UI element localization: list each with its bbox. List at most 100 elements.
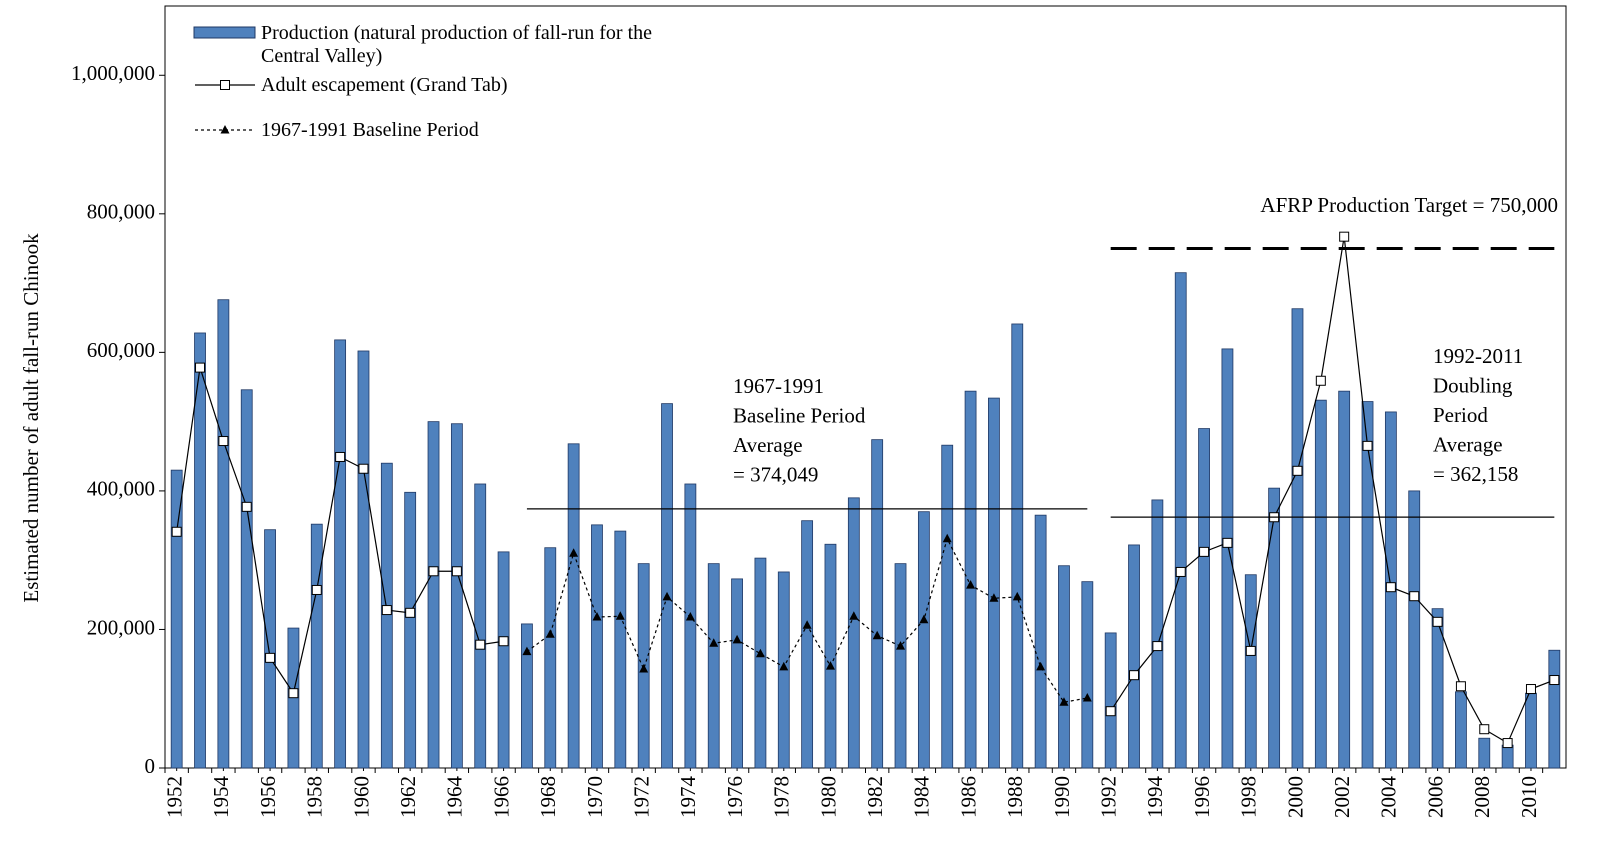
bar: [894, 563, 907, 769]
marker: [1245, 645, 1256, 656]
x-tick-label: 1952: [162, 776, 186, 818]
marker: [218, 436, 229, 447]
marker: [241, 501, 252, 512]
marker: [335, 451, 346, 462]
x-tick-label: 1996: [1190, 776, 1214, 818]
marker: [381, 605, 392, 616]
x-tick-label: 2000: [1283, 776, 1307, 818]
legend-swatch: [195, 80, 255, 90]
marker: [802, 620, 812, 629]
marker: [171, 526, 182, 537]
marker: [265, 652, 276, 663]
bar: [684, 483, 697, 769]
legend-item: Production (natural production of fall-r…: [193, 22, 691, 68]
x-tick-label: 1972: [629, 776, 653, 818]
x-tick-label: 1954: [209, 776, 233, 819]
bar: [1244, 574, 1257, 769]
legend-marker: [220, 80, 230, 90]
marker: [1129, 670, 1140, 681]
x-tick-label: 1966: [489, 776, 513, 818]
marker: [872, 630, 882, 640]
annotation: 1967-1991: [733, 374, 824, 398]
bar: [310, 523, 323, 769]
bar: [988, 397, 1000, 769]
marker: [1059, 697, 1069, 706]
marker: [288, 688, 299, 699]
marker: [405, 607, 416, 618]
bar: [1478, 737, 1491, 769]
legend-item: Adult escapement (Grand Tab): [193, 74, 691, 97]
marker: [1525, 684, 1536, 695]
bar: [357, 350, 370, 769]
x-tick-label: 1956: [256, 776, 280, 818]
marker: [451, 566, 462, 577]
bar: [847, 497, 860, 769]
bar: [1548, 649, 1561, 769]
marker: [1432, 616, 1443, 627]
x-tick-label: 2004: [1377, 776, 1401, 819]
marker: [709, 638, 719, 647]
bar: [1525, 692, 1537, 769]
bar: [964, 390, 977, 769]
bar: [474, 483, 487, 769]
marker: [1175, 566, 1186, 577]
legend-label: Adult escapement (Grand Tab): [261, 74, 508, 96]
bar: [521, 623, 533, 769]
bar: [801, 520, 814, 769]
marker: [732, 634, 742, 644]
x-tick-label: 1980: [816, 776, 840, 818]
bar: [1431, 608, 1444, 769]
x-tick-label: 2002: [1330, 776, 1354, 818]
marker: [311, 584, 322, 595]
marker: [1409, 591, 1420, 602]
x-tick-label: 1990: [1050, 776, 1074, 818]
marker: [919, 614, 929, 624]
marker: [825, 661, 835, 670]
x-tick-label: 1962: [396, 776, 420, 818]
marker: [942, 533, 952, 543]
bar: [1221, 348, 1234, 769]
annotation: Doubling: [1433, 373, 1513, 397]
bar: [544, 547, 557, 769]
x-tick-label: 1992: [1096, 776, 1120, 818]
bar: [1034, 514, 1047, 769]
x-tick-label: 1986: [956, 776, 980, 818]
marker: [1012, 591, 1022, 601]
marker: [755, 648, 765, 658]
marker: [1549, 675, 1560, 686]
bar: [707, 563, 720, 769]
bar: [731, 578, 743, 769]
marker: [522, 646, 532, 656]
bar: [1174, 272, 1187, 769]
bar: [380, 462, 393, 769]
marker: [639, 663, 649, 673]
x-tick-label: 1988: [1003, 776, 1027, 818]
bar: [497, 551, 510, 769]
bar: [1314, 399, 1327, 769]
marker: [498, 636, 509, 647]
y-tick-label: 1,000,000: [71, 61, 155, 85]
marker: [545, 629, 555, 638]
marker: [779, 661, 789, 671]
bar: [1408, 490, 1421, 769]
marker: [966, 580, 976, 589]
bar: [1455, 691, 1467, 769]
annotation: Baseline Period: [733, 403, 866, 427]
marker: [1362, 440, 1373, 451]
legend-swatch: [193, 26, 256, 39]
marker: [1152, 641, 1163, 652]
marker: [1292, 465, 1303, 476]
marker: [1502, 738, 1513, 749]
bar: [1081, 581, 1094, 769]
bar: [194, 332, 206, 769]
marker: [1385, 582, 1396, 593]
y-tick-label: 400,000: [87, 477, 155, 501]
bar: [871, 439, 884, 769]
x-tick-label: 1984: [910, 776, 934, 819]
bar: [614, 530, 627, 769]
marker: [475, 639, 486, 650]
bar: [240, 389, 253, 769]
annotation: Period: [1433, 403, 1488, 427]
x-tick-label: 1998: [1237, 776, 1261, 818]
